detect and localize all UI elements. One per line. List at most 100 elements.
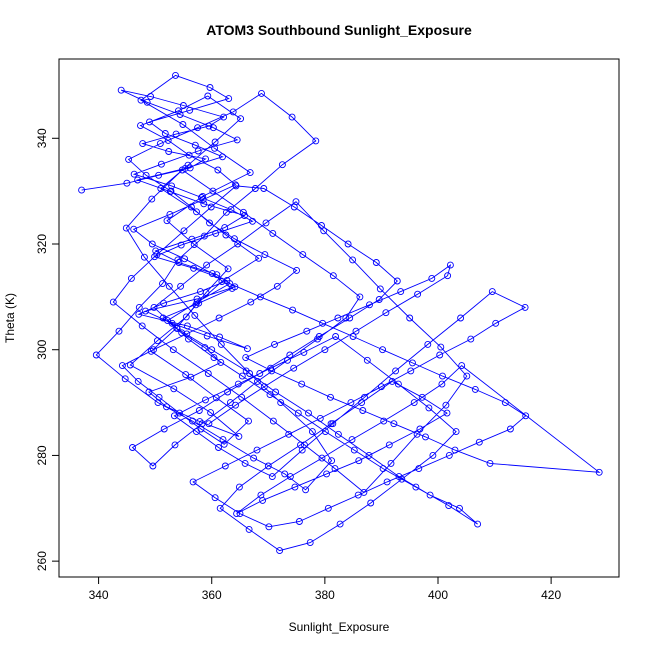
data-point	[292, 198, 300, 206]
data-point	[215, 444, 222, 451]
data-point	[365, 451, 373, 459]
data-point	[398, 475, 406, 483]
data-point	[149, 462, 157, 470]
series-points	[78, 71, 603, 555]
data-point	[406, 314, 414, 322]
data-point	[167, 187, 175, 195]
data-point	[350, 446, 358, 454]
data-point	[277, 399, 285, 407]
data-point	[138, 322, 146, 330]
data-point	[122, 224, 130, 232]
data-point	[256, 370, 264, 377]
data-point	[215, 314, 223, 322]
data-point	[212, 229, 220, 237]
data-point	[445, 451, 453, 459]
data-point	[164, 317, 172, 325]
data-point	[137, 96, 145, 104]
data-point	[187, 203, 195, 211]
data-point	[134, 176, 142, 184]
data-point	[170, 412, 178, 420]
data-point	[245, 417, 252, 425]
data-point	[522, 412, 530, 420]
data-point	[129, 444, 136, 451]
data-point	[109, 298, 117, 306]
data-point	[156, 140, 164, 148]
data-point	[422, 433, 429, 441]
data-point	[225, 95, 233, 103]
data-point	[316, 414, 324, 422]
data-point	[135, 303, 143, 311]
data-point	[375, 296, 383, 303]
data-point	[142, 171, 150, 179]
data-point	[506, 425, 514, 433]
data-point	[234, 240, 242, 248]
data-point	[194, 124, 202, 132]
data-point	[199, 192, 207, 200]
data-point	[165, 148, 173, 155]
data-point	[198, 194, 205, 201]
data-point	[159, 280, 166, 288]
data-point	[266, 391, 274, 399]
data-point	[242, 367, 250, 375]
data-point	[344, 240, 352, 248]
data-point	[196, 418, 204, 426]
data-point	[235, 432, 243, 440]
data-point	[243, 345, 251, 353]
data-point	[324, 504, 332, 512]
data-point	[174, 256, 182, 264]
data-point	[467, 335, 475, 343]
data-point	[211, 494, 219, 502]
data-point	[230, 235, 238, 243]
data-point	[319, 319, 327, 327]
data-point	[492, 319, 500, 327]
data-point	[418, 393, 426, 401]
data-point	[458, 362, 466, 370]
data-point	[305, 409, 312, 417]
data-point	[474, 520, 482, 528]
data-point	[238, 372, 246, 380]
data-point	[463, 372, 471, 380]
data-point	[268, 473, 276, 481]
data-point	[359, 407, 367, 414]
data-point	[153, 337, 161, 345]
data-point	[471, 385, 479, 393]
data-point	[436, 351, 444, 359]
data-point	[272, 388, 280, 396]
data-point	[269, 229, 277, 237]
data-point	[415, 465, 423, 473]
x-tick-label: 360	[202, 588, 222, 602]
data-point	[217, 358, 225, 366]
data-point	[438, 380, 446, 388]
data-point	[293, 266, 301, 274]
data-point	[200, 232, 208, 240]
data-point	[412, 483, 420, 491]
data-point	[437, 343, 445, 351]
data-point	[123, 179, 131, 187]
data-point	[385, 441, 393, 449]
data-point	[446, 261, 454, 269]
data-point	[206, 219, 213, 227]
data-point	[475, 438, 483, 446]
data-point	[211, 138, 219, 146]
data-point	[366, 301, 373, 309]
data-point	[257, 491, 265, 499]
data-point	[191, 311, 199, 319]
data-point	[205, 122, 213, 130]
data-point	[174, 107, 182, 115]
y-tick-label: 320	[35, 234, 49, 254]
data-point	[220, 113, 228, 121]
data-point	[328, 457, 336, 465]
data-point	[160, 299, 168, 307]
data-point	[137, 122, 144, 130]
data-point	[299, 251, 307, 259]
data-point	[130, 170, 138, 178]
chart-title: ATOM3 Southbound Sunlight_Exposure	[206, 22, 472, 38]
data-point	[286, 351, 294, 359]
data-point	[321, 346, 329, 354]
data-point	[213, 271, 221, 279]
data-point	[288, 113, 296, 121]
data-point	[331, 465, 339, 473]
data-point	[203, 332, 211, 340]
data-point	[222, 208, 230, 216]
data-point	[238, 393, 246, 401]
